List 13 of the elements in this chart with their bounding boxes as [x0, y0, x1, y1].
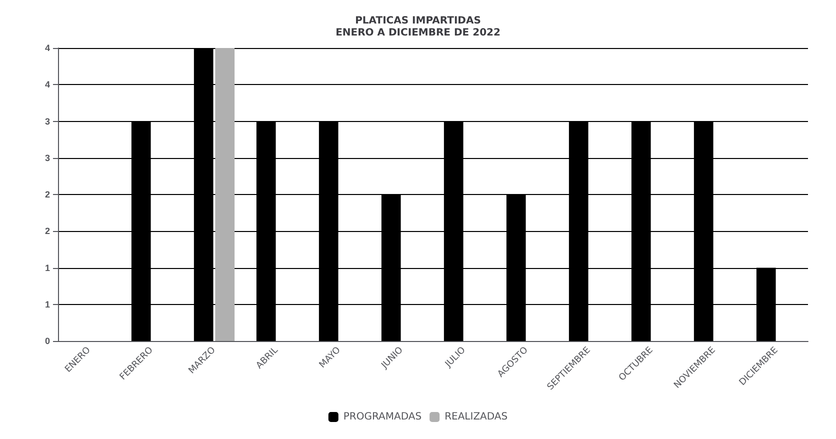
y-tick-label: 0: [44, 336, 50, 346]
y-tick-label: 3: [44, 116, 50, 126]
legend-label: REALIZADAS: [444, 412, 508, 422]
y-tick-label: 4: [44, 43, 50, 53]
y-tick-label: 2: [44, 190, 50, 200]
y-tick-label: 1: [44, 299, 50, 310]
y-tick-label: 1: [44, 262, 50, 273]
legend-label: PROGRAMADAS: [343, 412, 422, 422]
chart-title: PLATICAS IMPARTIDAS ENERO A DICIEMBRE DE 2022: [336, 16, 500, 38]
y-tick-label: 4: [44, 80, 50, 90]
y-tick-label: 3: [44, 152, 50, 163]
y-tick-label: 2: [44, 226, 50, 236]
bar: [215, 48, 235, 341]
